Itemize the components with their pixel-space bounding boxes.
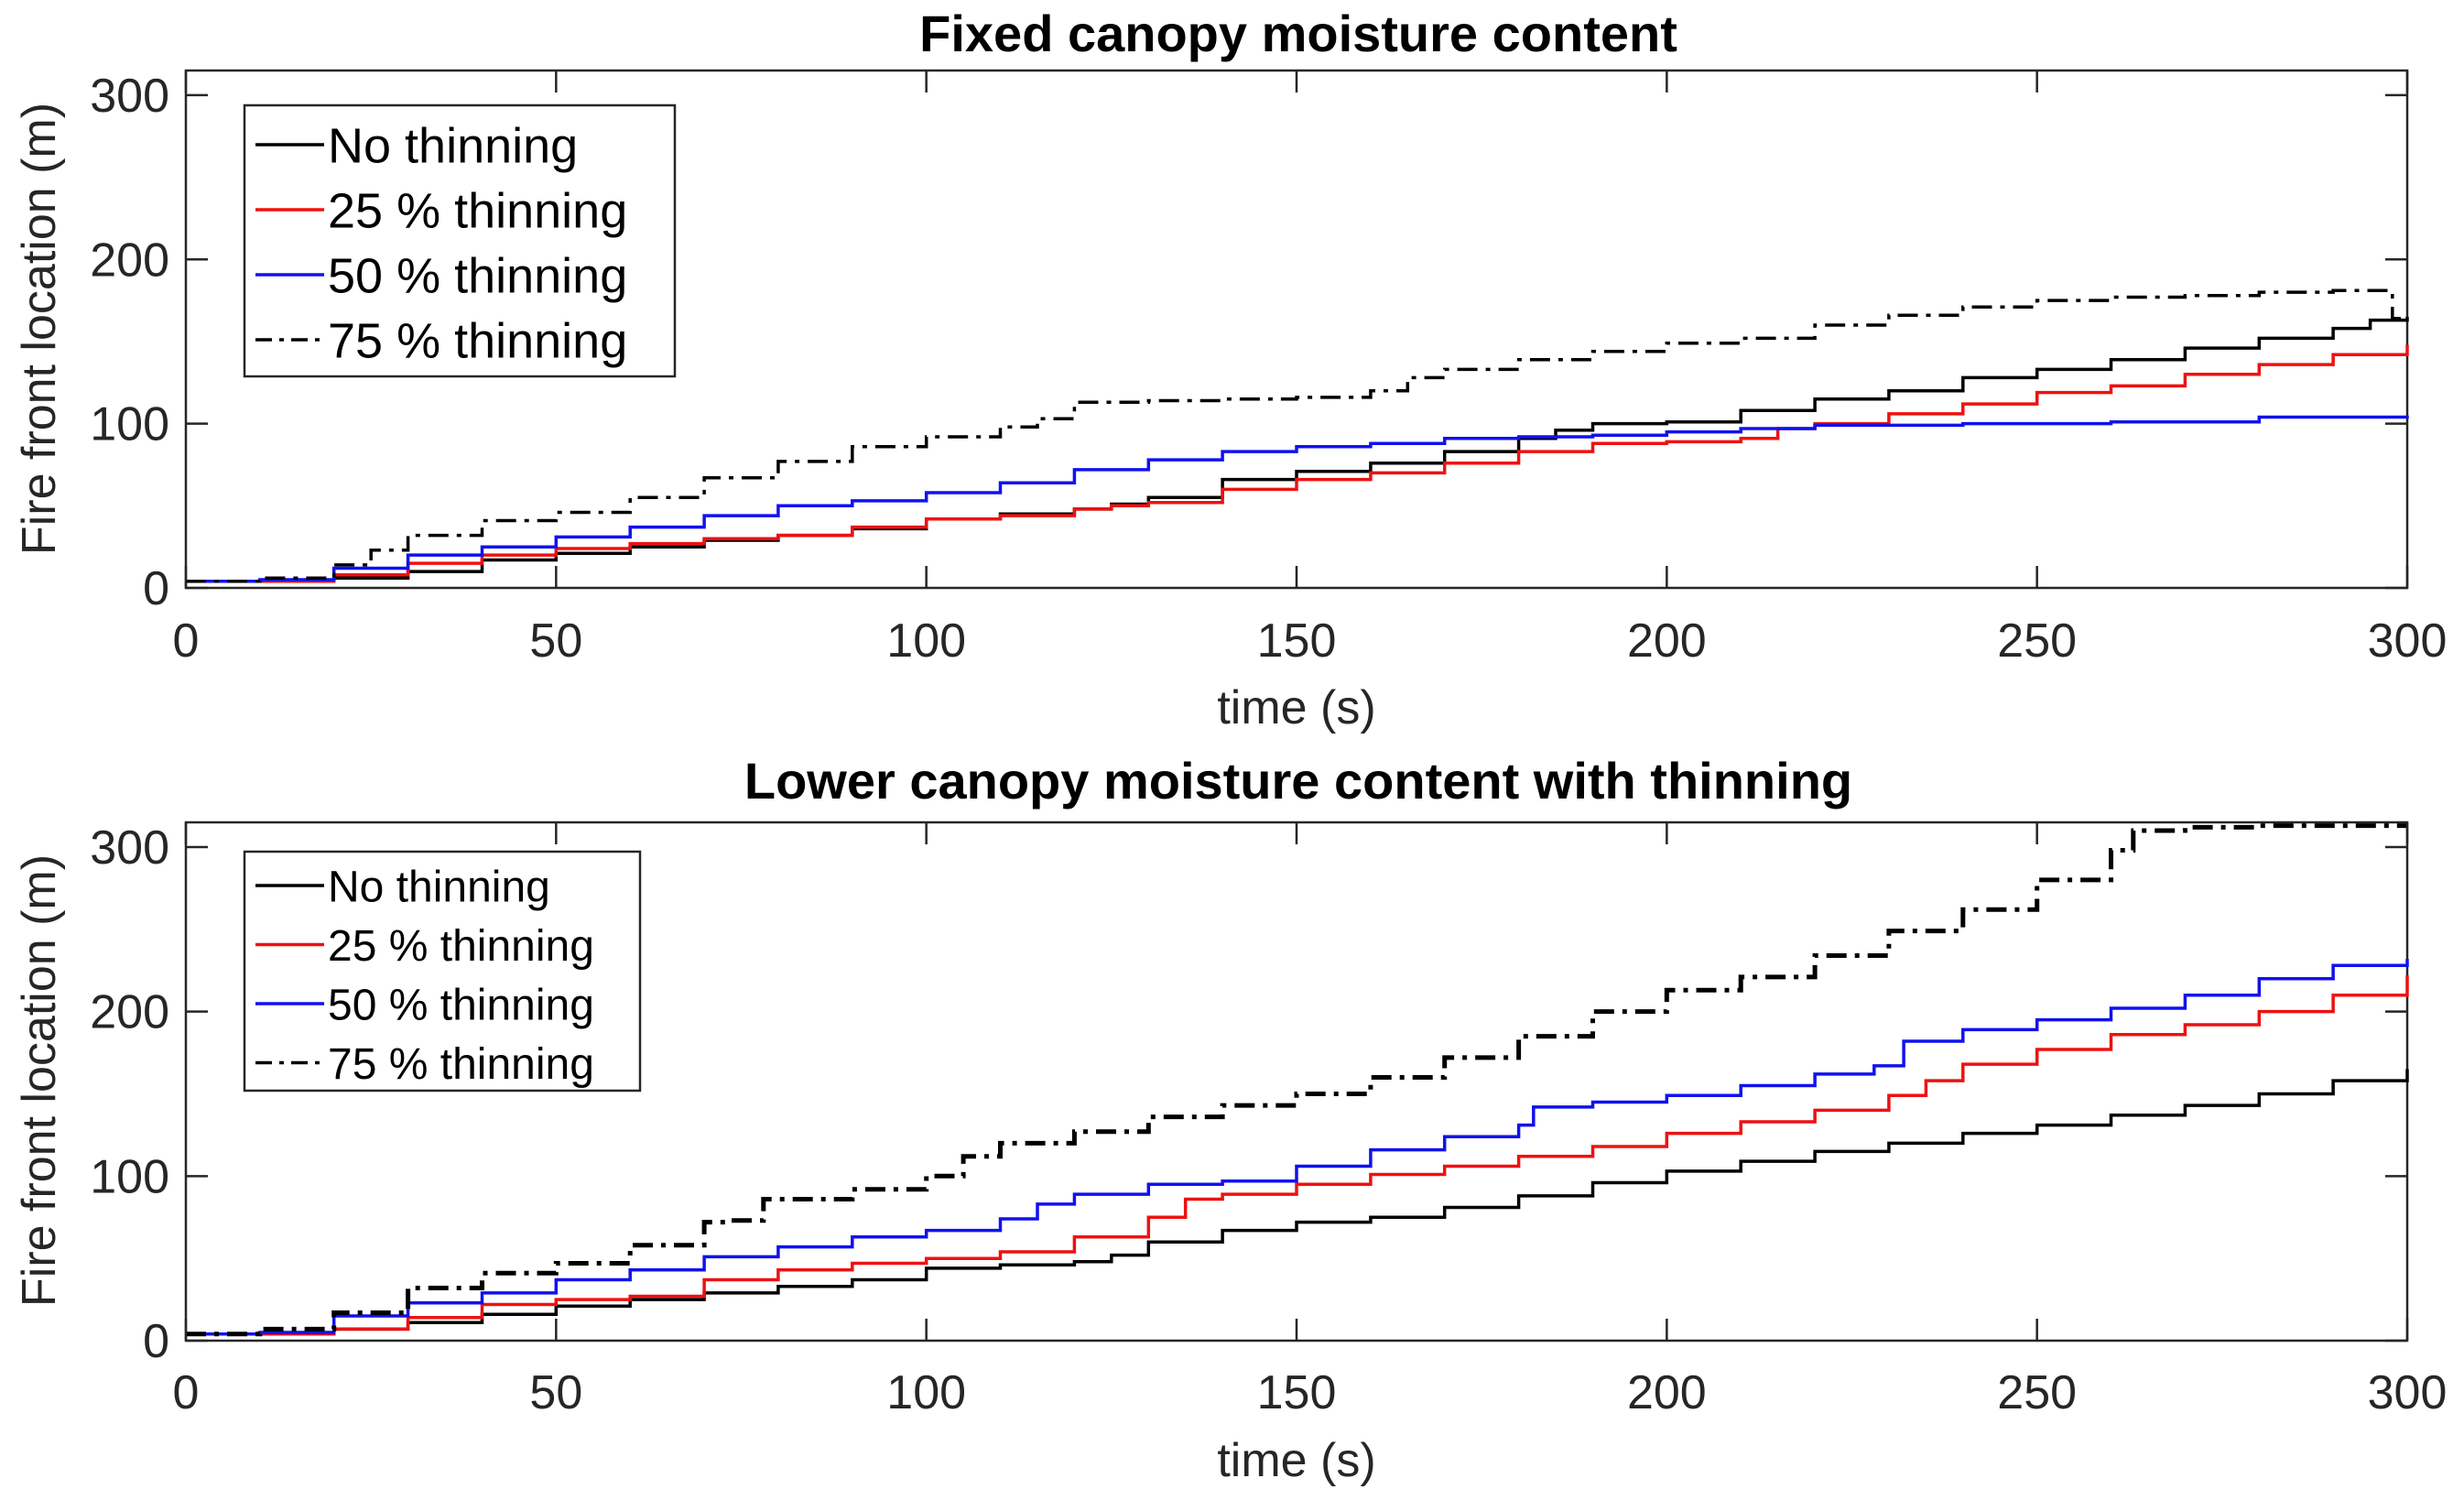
x-axis-ticks: 0 50 100 150 200 250 300: [173, 822, 2448, 1419]
x-tick-label: 0: [173, 1366, 200, 1419]
x-tick-label: 300: [2368, 614, 2448, 668]
y-axis-ticks: 0 100 200 300: [90, 70, 2407, 615]
x-axis-label: time (s): [1217, 681, 1375, 734]
x-tick-label: 250: [1997, 1366, 2077, 1419]
series-group: [186, 823, 2409, 1337]
x-tick-label: 0: [173, 614, 200, 668]
x-tick-label: 100: [886, 614, 966, 668]
y-axis-ticks: 0 100 200 300: [90, 821, 2407, 1368]
chart-title: Lower canopy moisture content with thinn…: [744, 752, 1852, 810]
x-tick-label: 200: [1627, 614, 1707, 668]
chart-bottom: Lower canopy moisture content with thinn…: [13, 752, 2447, 1487]
chart-top: Fixed canopy moisture content 0 100 200 300…: [13, 5, 2447, 734]
x-tick-label: 50: [529, 1366, 582, 1419]
legend-label: 50 % thinning: [328, 248, 627, 303]
x-tick-label: 250: [1997, 614, 2077, 668]
series-line-50-thinning: [186, 959, 2409, 1336]
y-tick-label: 200: [90, 986, 169, 1039]
y-tick-label: 100: [90, 1150, 169, 1203]
series-line-50-thinning: [186, 415, 2409, 583]
x-tick-label: 200: [1627, 1366, 1707, 1419]
y-tick-label: 300: [90, 70, 169, 123]
y-tick-label: 200: [90, 234, 169, 287]
y-tick-label: 0: [143, 562, 169, 615]
y-tick-label: 300: [90, 821, 169, 875]
series-line-75-thinning: [186, 823, 2407, 1337]
x-tick-label: 300: [2368, 1366, 2448, 1419]
legend-label: 75 % thinning: [328, 313, 627, 368]
y-tick-label: 100: [90, 398, 169, 451]
series-group: [186, 288, 2409, 583]
chart-title: Fixed canopy moisture content: [919, 5, 1677, 62]
legend-label: 25 % thinning: [328, 922, 594, 971]
legend-label: No thinning: [328, 863, 550, 911]
legend: No thinning 25 % thinning 50 % thinning 75 …: [243, 103, 677, 378]
x-axis-ticks: 0 50 100 150 200 250 300: [173, 71, 2448, 668]
x-tick-label: 150: [1257, 614, 1337, 668]
x-axis-label: time (s): [1217, 1434, 1375, 1487]
legend-label: 75 % thinning: [328, 1040, 594, 1089]
legend-box: [243, 103, 677, 378]
y-axis-label: Fire front location (m): [13, 854, 66, 1307]
series-line-25-thinning: [186, 975, 2409, 1336]
legend-label: 50 % thinning: [328, 981, 594, 1029]
legend-label: No thinning: [328, 118, 578, 173]
series-line-75-thinning: [186, 288, 2409, 583]
x-tick-label: 100: [886, 1366, 966, 1419]
x-tick-label: 150: [1257, 1366, 1337, 1419]
legend-label: 25 % thinning: [328, 183, 627, 238]
x-tick-label: 50: [529, 614, 582, 668]
legend-box: [243, 850, 642, 1092]
series-line-no-thinning: [186, 1069, 2409, 1336]
y-axis-label: Fire front location (m): [13, 103, 66, 555]
y-tick-label: 0: [143, 1315, 169, 1368]
legend: No thinning 25 % thinning 50 % thinning 75 …: [243, 850, 642, 1092]
series-line-25-thinning: [186, 344, 2409, 583]
